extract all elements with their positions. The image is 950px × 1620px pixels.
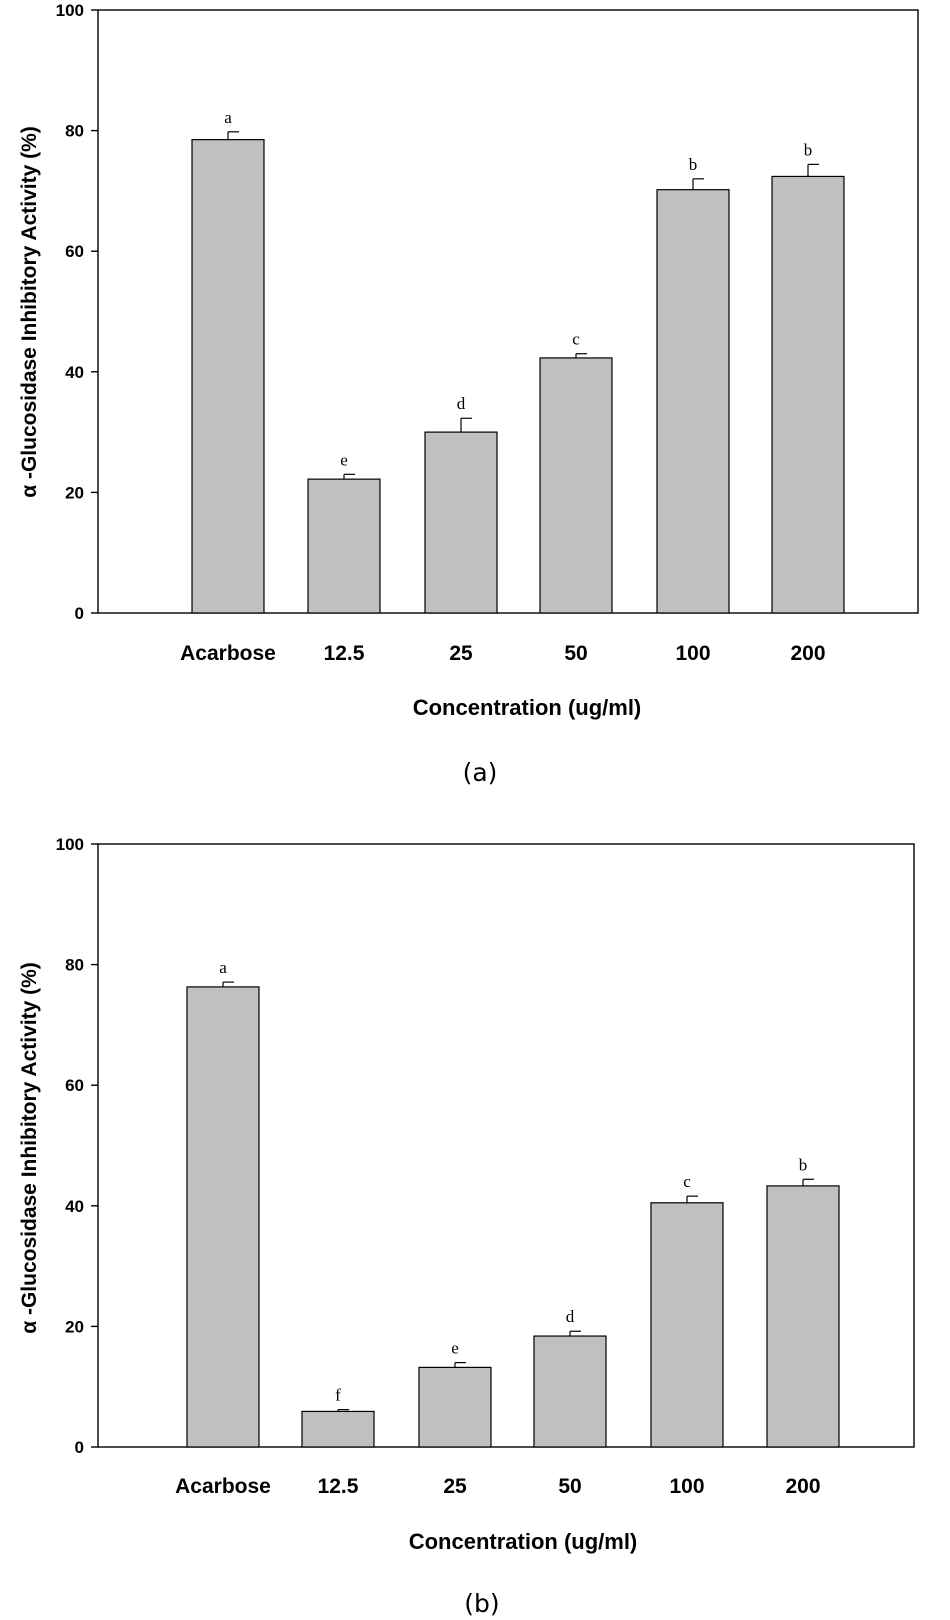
plot-frame bbox=[97, 9, 919, 614]
x-tick-label: Acarbose bbox=[175, 1475, 271, 1498]
bar bbox=[656, 189, 730, 614]
x-tick-label: 12.5 bbox=[324, 642, 365, 665]
y-tick-label: 80 bbox=[65, 122, 84, 141]
x-tick-label: 200 bbox=[790, 642, 825, 665]
bar bbox=[539, 357, 613, 614]
significance-label: e bbox=[340, 450, 348, 469]
x-axis-title: Concentration (ug/ml) bbox=[413, 695, 642, 720]
y-tick-label: 60 bbox=[65, 242, 84, 261]
y-axis-title: α -Glucosidase Inhibitory Activity (%) bbox=[18, 962, 41, 1334]
y-tick-label: 20 bbox=[65, 483, 84, 502]
x-tick-label: 50 bbox=[564, 642, 587, 665]
significance-label: f bbox=[335, 1386, 341, 1405]
x-tick-label: 200 bbox=[785, 1475, 820, 1498]
x-tick-label: 50 bbox=[558, 1475, 581, 1498]
x-tick-label: 12.5 bbox=[318, 1475, 359, 1498]
bar bbox=[191, 139, 265, 614]
significance-label: b bbox=[689, 155, 698, 174]
significance-label: d bbox=[566, 1307, 575, 1326]
y-tick-label: 40 bbox=[65, 1197, 84, 1216]
x-tick-label: 100 bbox=[669, 1475, 704, 1498]
bar bbox=[418, 1366, 492, 1448]
y-tick-label: 0 bbox=[75, 604, 84, 623]
y-tick-label: 80 bbox=[65, 956, 84, 975]
bar bbox=[766, 1185, 840, 1448]
x-axis-title: Concentration (ug/ml) bbox=[409, 1529, 638, 1554]
x-tick-label: Acarbose bbox=[180, 642, 276, 665]
significance-label: b bbox=[804, 140, 813, 159]
bar bbox=[424, 431, 498, 614]
x-tick-label: 25 bbox=[443, 1475, 467, 1498]
bar bbox=[301, 1410, 375, 1448]
significance-label: a bbox=[219, 958, 227, 977]
bar bbox=[533, 1335, 607, 1448]
y-tick-label: 100 bbox=[56, 835, 84, 854]
significance-label: c bbox=[683, 1172, 691, 1191]
chart-panel-a: α -Glucosidase Inhibitory Activity (%) C… bbox=[18, 1, 919, 787]
significance-label: e bbox=[451, 1339, 459, 1358]
y-tick-label: 0 bbox=[75, 1438, 84, 1457]
significance-label: d bbox=[457, 394, 466, 413]
y-tick-label: 20 bbox=[65, 1317, 84, 1336]
plot-frame bbox=[97, 843, 915, 1448]
significance-label: c bbox=[572, 330, 580, 349]
significance-label: b bbox=[799, 1155, 808, 1174]
panel-label: (b) bbox=[464, 1589, 499, 1618]
chart-panel-b: α -Glucosidase Inhibitory Activity (%) C… bbox=[18, 835, 915, 1618]
x-tick-label: 100 bbox=[675, 642, 710, 665]
y-tick-label: 100 bbox=[56, 1, 84, 20]
bar bbox=[307, 478, 381, 614]
bar bbox=[771, 175, 845, 614]
panel-label: (a) bbox=[463, 758, 498, 787]
bar bbox=[186, 986, 260, 1448]
y-axis-title: α -Glucosidase Inhibitory Activity (%) bbox=[18, 126, 41, 498]
y-tick-label: 60 bbox=[65, 1076, 84, 1095]
y-tick-label: 40 bbox=[65, 363, 84, 382]
bar bbox=[650, 1202, 724, 1448]
x-tick-label: 25 bbox=[449, 642, 473, 665]
significance-label: a bbox=[224, 108, 232, 127]
